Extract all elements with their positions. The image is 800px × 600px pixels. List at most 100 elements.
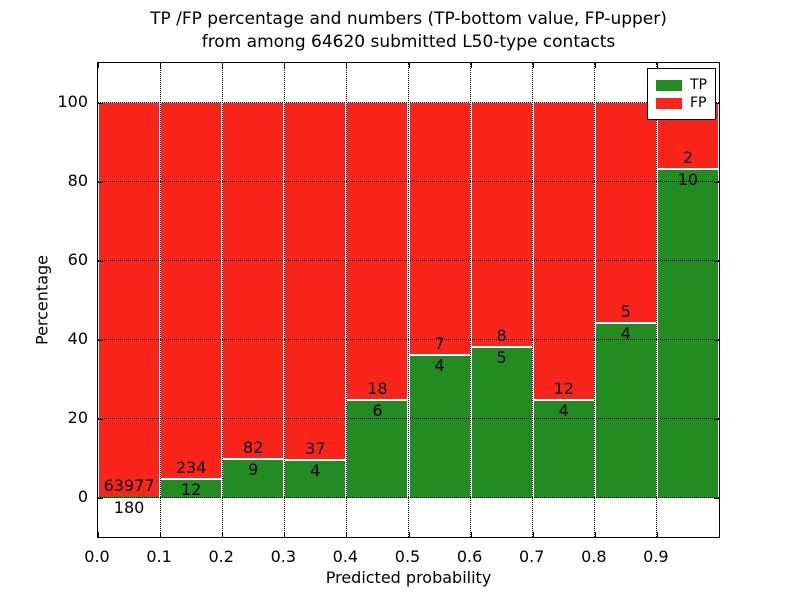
x-tick [532, 63, 534, 68]
x-tick [222, 532, 224, 537]
vertical-gridline [221, 63, 223, 537]
y-tick [98, 260, 103, 262]
y-tick [98, 497, 103, 499]
chart-title-line2: from among 64620 submitted L50-type cont… [201, 32, 616, 52]
x-tick [656, 532, 658, 537]
horizontal-gridline [98, 260, 719, 261]
bar-tp-segment [222, 458, 285, 498]
x-tick [594, 63, 596, 68]
fp-count-label: 37 [305, 438, 326, 458]
x-tick-label: 0.7 [518, 547, 545, 566]
bar-tp-segment [160, 478, 223, 498]
bar-fp-segment [284, 102, 347, 459]
plot-area: 63977 180 234 12 82 9 37 4 18 6 7 4 8 5 12 4 5 4 2 10 TP FP [97, 62, 720, 538]
fp-count-label: 7 [434, 333, 445, 353]
x-tick-label: 0.2 [208, 547, 234, 566]
bar-bin-0.3-0.4 [284, 102, 347, 498]
fp-count-label: 234 [175, 458, 207, 478]
tp-count-label: 12 [180, 480, 202, 500]
bar-fp-segment [98, 102, 161, 497]
fp-count-label: 82 [243, 438, 264, 458]
x-axis-label: Predicted probability [325, 568, 492, 587]
bar-tp-segment [284, 458, 347, 498]
x-tick [470, 63, 472, 68]
x-tick [532, 532, 534, 537]
x-tick-label: 0.1 [146, 547, 172, 566]
legend-label-tp: TP [690, 77, 707, 93]
y-axis-label: Percentage [32, 254, 52, 346]
y-tick [714, 181, 719, 183]
legend-label-fp: FP [690, 95, 707, 111]
x-tick [160, 532, 162, 537]
bar-bin-0.1-0.2 [160, 102, 223, 498]
fp-count-label: 2 [682, 148, 694, 168]
bar-bin-0.7-0.8 [532, 102, 595, 498]
horizontal-gridline [98, 181, 719, 182]
legend-swatch-fp [656, 97, 682, 109]
bar-fp-segment [222, 102, 285, 459]
bar-tp-segment [408, 353, 471, 498]
x-tick-label: 0.9 [643, 547, 669, 566]
bar-fp-segment [408, 102, 471, 354]
vertical-gridline [345, 63, 347, 537]
y-tick [98, 339, 103, 341]
fp-count-label: 12 [553, 378, 574, 398]
bar-bin-0.0-0.1 [98, 102, 161, 498]
tp-count-label: 10 [677, 170, 699, 190]
tp-count-label: 4 [558, 400, 569, 420]
x-tick-label: 0.3 [270, 547, 297, 566]
bar-tp-segment [594, 321, 657, 498]
chart-title-line1: TP /FP percentage and numbers (TP-bottom… [150, 9, 667, 29]
horizontal-gridline [98, 339, 719, 340]
y-tick-label: 40 [67, 328, 88, 348]
horizontal-gridline [98, 497, 719, 498]
x-tick-label: 0.5 [394, 547, 421, 566]
bar-fp-segment [532, 102, 595, 399]
vertical-gridline [656, 63, 658, 537]
y-tick-label: 0 [77, 486, 88, 506]
bar-bin-0.5-0.6 [408, 102, 471, 498]
bar-fp-segment [470, 102, 533, 346]
x-tick [408, 532, 410, 537]
tp-count-label: 4 [310, 460, 321, 480]
tp-count-label: 4 [434, 355, 445, 375]
bar-tp-segment [656, 168, 719, 498]
vertical-gridline [159, 63, 161, 537]
tp-count-label: 5 [496, 347, 507, 367]
horizontal-gridline [98, 102, 719, 103]
y-tick-label: 20 [67, 407, 88, 427]
y-tick [714, 102, 719, 104]
bar-bin-0.6-0.7 [470, 102, 533, 498]
y-tick-label: 80 [67, 170, 88, 190]
x-tick [284, 63, 286, 68]
x-tick [656, 63, 658, 68]
tp-count-label: 9 [248, 460, 259, 480]
horizontal-gridline [98, 418, 719, 419]
x-tick [470, 532, 472, 537]
x-tick [98, 532, 99, 537]
x-tick [408, 63, 410, 68]
x-tick [594, 532, 596, 537]
bar-tp-segment [470, 345, 533, 498]
bar-bin-0.9-1.0 [656, 102, 719, 498]
vertical-gridline [283, 63, 285, 537]
y-tick [98, 102, 103, 104]
y-tick [714, 260, 719, 262]
legend-item-fp: FP [656, 95, 707, 111]
y-tick-label: 60 [67, 249, 88, 269]
y-tick [98, 418, 103, 420]
bar-bin-0.2-0.3 [222, 102, 285, 498]
vertical-gridline [470, 63, 472, 537]
legend-item-tp: TP [656, 77, 707, 93]
fp-count-label: 18 [367, 378, 388, 398]
vertical-gridline [408, 63, 409, 537]
x-tick [284, 532, 286, 537]
bar-bin-0.4-0.5 [346, 102, 409, 498]
x-tick-label: 0.4 [332, 547, 359, 566]
x-tick [160, 63, 162, 68]
y-tick-label: 100 [57, 91, 88, 111]
x-tick [222, 63, 224, 68]
legend-swatch-tp [656, 79, 682, 91]
x-tick [98, 63, 99, 68]
